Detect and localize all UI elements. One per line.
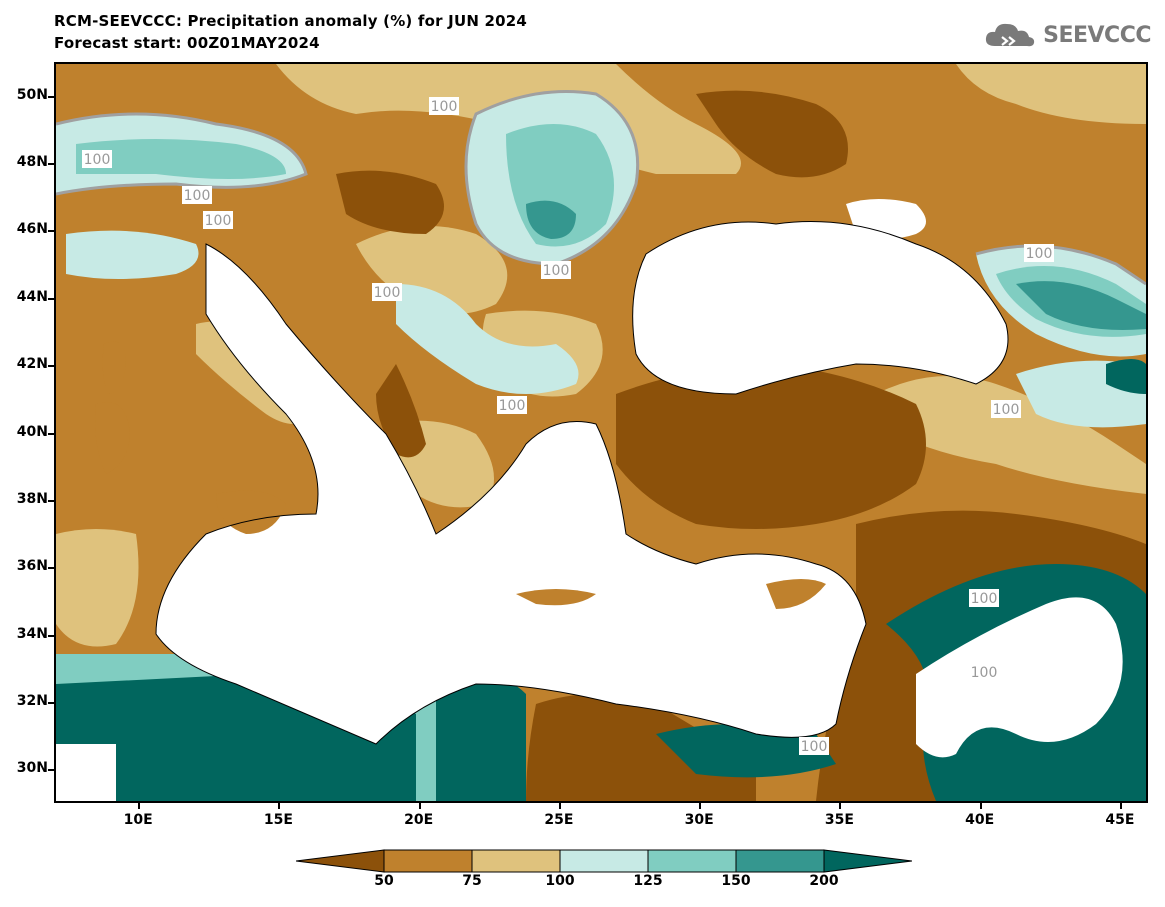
longitude-tick-label: 15E: [263, 812, 293, 828]
seevccc-logo: SEEVCCC: [983, 20, 1151, 50]
longitude-tick-label: 10E: [123, 812, 153, 828]
longitude-tick-mark: [699, 803, 702, 809]
contour-label: 100: [971, 665, 998, 681]
colorbar-upper-extend: [823, 849, 912, 873]
longitude-tick-mark: [839, 803, 842, 809]
latitude-tick-label: 30N: [16, 760, 48, 777]
sea-mask-areas: [56, 199, 1123, 801]
contour-labels: 100 100 100 100 100 100 100 100 100 100 …: [82, 97, 1054, 755]
latitude-tick-mark: [48, 365, 54, 368]
contour-label: 100: [374, 285, 401, 301]
latitude-tick-mark: [48, 432, 54, 435]
longitude-tick-mark: [979, 803, 982, 809]
contour-label: 100: [801, 739, 828, 755]
latitude-tick-label: 44N: [16, 288, 48, 305]
latitude-tick-label: 36N: [16, 558, 48, 575]
latitude-tick-label: 46N: [16, 221, 48, 238]
latitude-tick-label: 32N: [16, 692, 48, 709]
latitude-tick-mark: [48, 230, 54, 233]
latitude-tick-label: 42N: [16, 356, 48, 373]
colorbar-tick-label: 150: [721, 873, 751, 889]
colorbar-segment: [559, 849, 649, 873]
longitude-tick-label: 30E: [684, 812, 714, 828]
coastlines: [155, 221, 1009, 745]
colorbar-segment: [471, 849, 561, 873]
longitude-tick-label: 45E: [1105, 812, 1135, 828]
latitude-tick-mark: [48, 163, 54, 166]
colorbar-tick-label: 100: [545, 873, 575, 889]
contour-label: 100: [205, 213, 232, 229]
colorbar-segment: [647, 849, 737, 873]
contour-label: 100: [431, 99, 458, 115]
anomaly-150-200-areas: [526, 200, 1146, 330]
colorbar-segment: [383, 849, 473, 873]
contour-label: 100: [543, 263, 570, 279]
logo-text: SEEVCCC: [1043, 22, 1151, 48]
latitude-tick-label: 40N: [16, 423, 48, 440]
latitude-tick-label: 38N: [16, 490, 48, 507]
map-canvas: 100 100 100 100 100 100 100 100 100 100 …: [56, 64, 1146, 801]
colorbar-tick-label: 75: [462, 873, 482, 889]
colorbar-tick-label: 50: [374, 873, 394, 889]
latitude-tick-mark: [48, 499, 54, 502]
latitude-tick-label: 50N: [16, 86, 48, 103]
latitude-tick-mark: [48, 701, 54, 704]
latitude-tick-mark: [48, 95, 54, 98]
island-shapes: [95, 341, 826, 609]
latitude-tick-mark: [48, 769, 54, 772]
latitude-tick-mark: [48, 634, 54, 637]
longitude-tick-mark: [418, 803, 421, 809]
precipitation-anomaly-map: 100 100 100 100 100 100 100 100 100 100 …: [54, 62, 1148, 803]
colorbar-segment: [735, 849, 825, 873]
contour-label: 100: [84, 152, 111, 168]
map-title: RCM-SEEVCCC: Precipitation anomaly (%) f…: [54, 12, 528, 30]
latitude-tick-mark: [48, 567, 54, 570]
contour-label: 100: [184, 188, 211, 204]
colorbar: [296, 849, 912, 873]
contour-label: 100: [1026, 246, 1053, 262]
colorbar-tick-label: 200: [809, 873, 839, 889]
contour-label: 100: [971, 591, 998, 607]
longitude-tick-mark: [1119, 803, 1122, 809]
colorbar-tick-label: 125: [633, 873, 663, 889]
longitude-tick-mark: [138, 803, 141, 809]
latitude-tick-mark: [48, 297, 54, 300]
contour-label: 100: [499, 398, 526, 414]
latitude-tick-label: 48N: [16, 154, 48, 171]
longitude-tick-label: 20E: [404, 812, 434, 828]
forecast-start-subtitle: Forecast start: 00Z01MAY2024: [54, 34, 320, 52]
longitude-tick-label: 35E: [824, 812, 854, 828]
contour-label: 100: [993, 402, 1020, 418]
longitude-tick-label: 25E: [544, 812, 574, 828]
latitude-tick-label: 34N: [16, 625, 48, 642]
longitude-tick-mark: [278, 803, 281, 809]
cloud-icon: [986, 23, 1035, 47]
longitude-tick-mark: [558, 803, 561, 809]
colorbar-lower-extend: [296, 849, 385, 873]
longitude-tick-label: 40E: [965, 812, 995, 828]
